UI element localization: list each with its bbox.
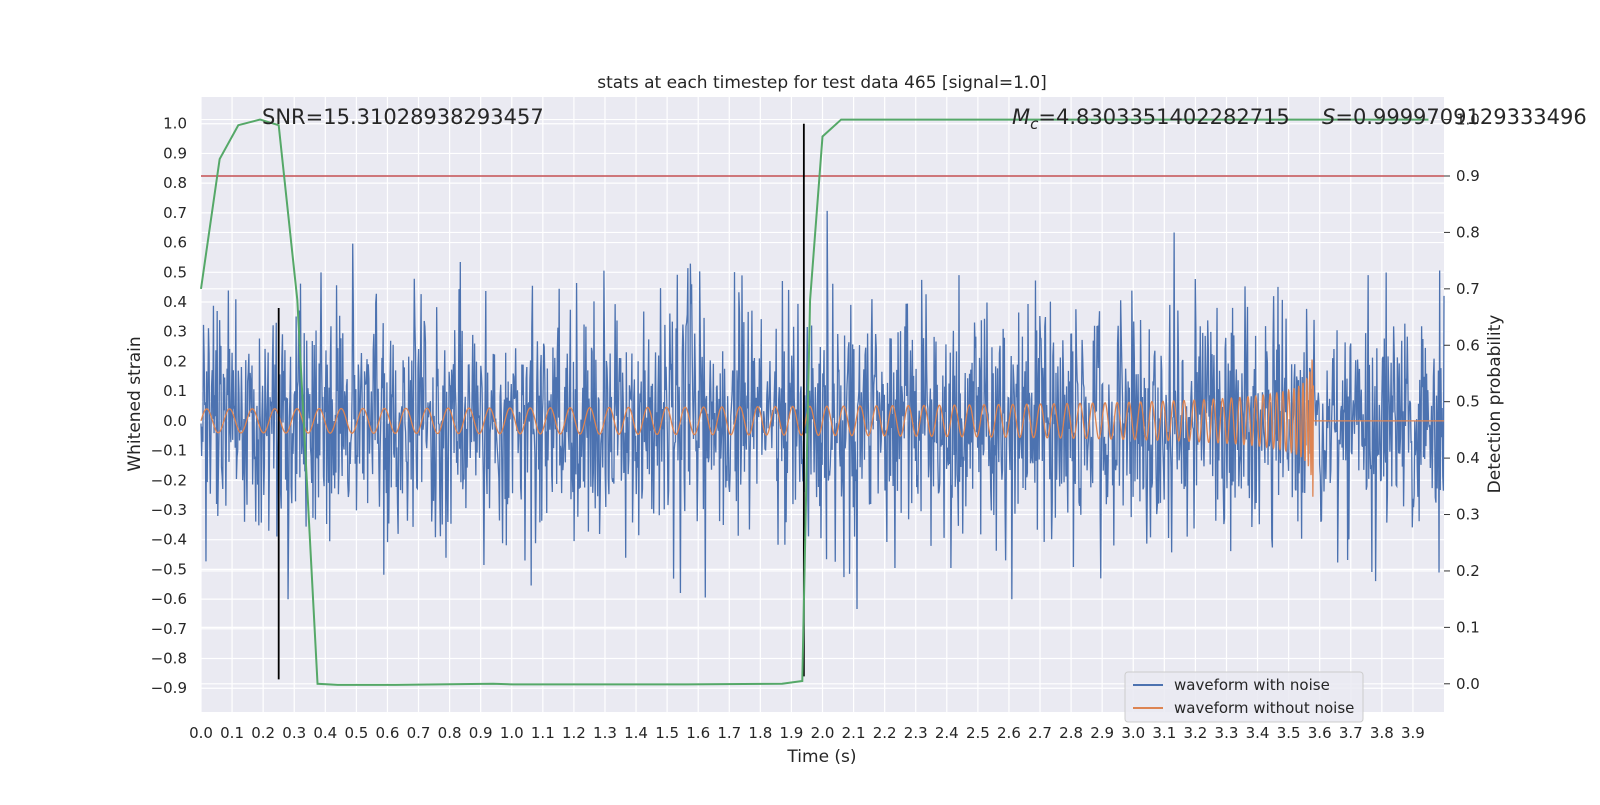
x-tick-label: 0.7	[407, 724, 431, 742]
clean-waveform-line	[200, 359, 1444, 497]
score-symbol: S	[1322, 105, 1335, 129]
x-tick-label: 2.4	[935, 724, 959, 742]
y-tick-label: 1.0	[163, 115, 187, 133]
y-tick-label: 0.4	[163, 293, 187, 311]
y-tick-label: 0.2	[163, 352, 187, 370]
chirp-mass-annotation: Mc=4.8303351402282715	[1012, 105, 1290, 133]
x-tick-label: 2.5	[966, 724, 990, 742]
x-tick-label: 3.2	[1183, 724, 1207, 742]
x-tick-label: 1.2	[562, 724, 586, 742]
probability-line	[200, 118, 1429, 686]
y2-tick-label: 0.3	[1456, 506, 1480, 524]
x-tick-label: 0.4	[313, 724, 337, 742]
x-tick-label: 3.4	[1246, 724, 1270, 742]
y2-tick-label: 1.0	[1456, 111, 1480, 129]
probability-series	[200, 118, 1429, 686]
y2-tick-label: 0.2	[1456, 562, 1480, 580]
x-tick-label: 2.0	[811, 724, 835, 742]
x-tick-label: 1.8	[748, 724, 772, 742]
y2-axis-label: Detection probability	[1485, 315, 1505, 494]
y2-tick-label: 0.1	[1456, 618, 1480, 636]
x-tick-label: 3.6	[1308, 724, 1332, 742]
y-tick-label: −0.2	[151, 471, 187, 489]
x-tick-label: 0.5	[344, 724, 368, 742]
chirp-mass-symbol: M	[1012, 105, 1030, 129]
x-tick-label: 1.1	[531, 724, 555, 742]
x-tick-label: 2.8	[1059, 724, 1083, 742]
x-tick-label: 3.0	[1121, 724, 1145, 742]
y-tick-label: 0.8	[163, 174, 187, 192]
y-tick-label: 0.1	[163, 382, 187, 400]
y2-tick-label: 0.6	[1456, 336, 1480, 354]
x-tick-label: 3.1	[1152, 724, 1176, 742]
x-tick-label: 1.6	[686, 724, 710, 742]
x-tick-label: 1.9	[779, 724, 803, 742]
chirp-series	[200, 359, 1444, 497]
y-tick-label: −0.1	[151, 442, 187, 460]
y-tick-label: −0.4	[151, 531, 187, 549]
legend: waveform with noise waveform without noi…	[1124, 671, 1364, 723]
x-tick-label: 2.6	[997, 724, 1021, 742]
x-tick-label: 0.9	[469, 724, 493, 742]
x-tick-label: 3.3	[1215, 724, 1239, 742]
y-tick-label: 0.3	[163, 323, 187, 341]
x-tick-label: 3.5	[1277, 724, 1301, 742]
y2-tick-label: 0.4	[1456, 449, 1480, 467]
x-tick-label: 0.8	[438, 724, 462, 742]
y-tick-label: −0.7	[151, 620, 187, 638]
chirp-mass-value: =4.8303351402282715	[1038, 105, 1289, 129]
y2-tick-label: 0.8	[1456, 223, 1480, 241]
x-tick-label: 2.1	[842, 724, 866, 742]
y-tick-label: −0.9	[151, 679, 187, 697]
y-axis-label: Whitened strain	[125, 336, 145, 471]
score-annotation: S=0.9999709129333496	[1322, 105, 1587, 129]
x-tick-label: 1.4	[624, 724, 648, 742]
y-tick-label: 0.5	[163, 263, 187, 281]
x-tick-label: 0.6	[376, 724, 400, 742]
x-tick-label: 1.3	[593, 724, 617, 742]
tick-labels: 0.0 0.1 0.2 0.3 0.4 0.5 0.6 0.7 0.8 0.9 1.0 1.1 1.2 1…	[151, 111, 1480, 742]
x-tick-label: 2.9	[1090, 724, 1114, 742]
score-value: =0.9999709129333496	[1335, 105, 1586, 129]
x-tick-label: 3.8	[1370, 724, 1394, 742]
y-tick-label: 0.6	[163, 234, 187, 252]
x-tick-label: 0.2	[251, 724, 275, 742]
x-tick-label: 1.0	[500, 724, 524, 742]
y2-tick-label: 0.0	[1456, 675, 1480, 693]
y-tick-label: 0.7	[163, 204, 187, 222]
y-tick-label: 0.9	[163, 144, 187, 162]
y-tick-label: 0.0	[163, 412, 187, 430]
legend-label-clean: waveform without noise	[1174, 699, 1354, 717]
y-tick-label: −0.5	[151, 560, 187, 578]
x-tick-label: 3.9	[1401, 724, 1425, 742]
x-tick-label: 1.7	[717, 724, 741, 742]
legend-box	[1124, 671, 1364, 723]
x-tick-label: 0.1	[220, 724, 244, 742]
chirp-mass-subscript: c	[1030, 115, 1039, 133]
y-tick-label: −0.8	[151, 650, 187, 668]
y2-tick-label: 0.5	[1456, 393, 1480, 411]
x-tick-label: 2.7	[1028, 724, 1052, 742]
x-tick-label: 2.2	[873, 724, 897, 742]
y-tick-label: −0.6	[151, 590, 187, 608]
y2-tick-label: 0.7	[1456, 280, 1480, 298]
snr-annotation: SNR=15.31028938293457	[262, 105, 544, 129]
chart-title: stats at each timestep for test data 465…	[597, 73, 1047, 93]
x-tick-label: 2.3	[904, 724, 928, 742]
x-tick-label: 0.0	[189, 724, 213, 742]
x-axis-label: Time (s)	[786, 747, 856, 767]
legend-label-noise: waveform with noise	[1174, 676, 1330, 694]
x-tick-label: 0.3	[282, 724, 306, 742]
x-tick-label: 1.5	[655, 724, 679, 742]
y2-tick-label: 0.9	[1456, 167, 1480, 185]
y-tick-label: −0.3	[151, 501, 187, 519]
x-tick-label: 3.7	[1339, 724, 1363, 742]
